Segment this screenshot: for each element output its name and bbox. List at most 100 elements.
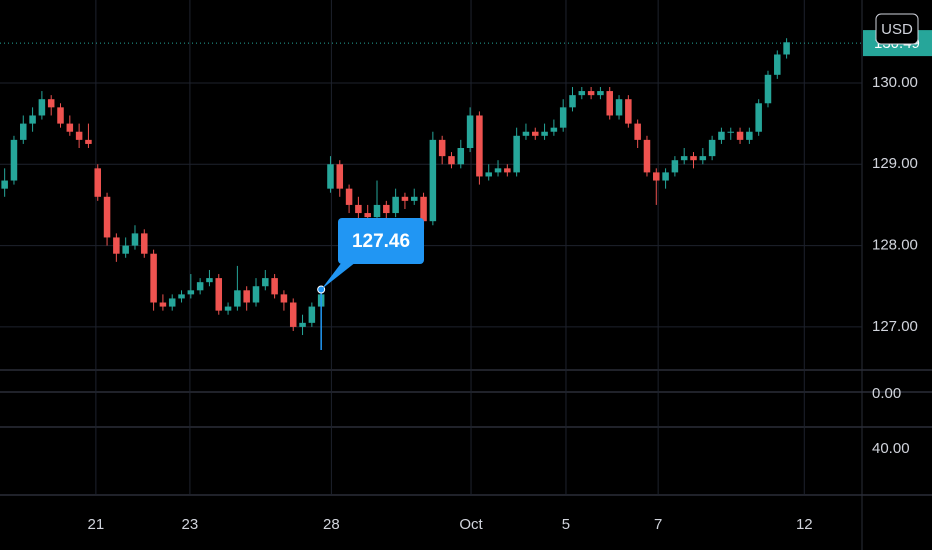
candles bbox=[1, 38, 790, 348]
y-tick-label: 127.00 bbox=[872, 318, 918, 335]
candle-body bbox=[457, 148, 465, 165]
candle-body bbox=[615, 99, 623, 116]
candle-body bbox=[168, 298, 176, 307]
candle-body bbox=[587, 91, 595, 96]
candle-body bbox=[113, 237, 120, 254]
candle-body bbox=[178, 294, 185, 299]
candle-body bbox=[476, 115, 483, 177]
candle-body bbox=[625, 99, 632, 124]
candle-body bbox=[736, 131, 744, 140]
candle-body bbox=[234, 290, 241, 307]
candle-body bbox=[550, 127, 558, 132]
pane-tick-label: 0.00 bbox=[872, 385, 901, 402]
y-tick-label: 130.00 bbox=[872, 74, 918, 91]
candle-body bbox=[699, 156, 707, 161]
candle-body bbox=[746, 131, 753, 140]
candle-body bbox=[206, 278, 213, 283]
candle-body bbox=[448, 156, 455, 165]
candle-body bbox=[420, 196, 427, 222]
x-tick-label: Oct bbox=[459, 516, 483, 533]
x-tick-label: 12 bbox=[796, 516, 813, 533]
candle-body bbox=[150, 253, 157, 303]
candle-body bbox=[243, 290, 250, 303]
candle-body bbox=[578, 91, 586, 96]
candle-body bbox=[336, 164, 344, 189]
candle-body bbox=[392, 196, 399, 214]
candle-body bbox=[262, 278, 269, 287]
y-tick-label: 128.00 bbox=[872, 237, 918, 254]
candle-body bbox=[252, 286, 260, 303]
candle-body bbox=[774, 54, 781, 75]
candle-body bbox=[532, 131, 539, 136]
x-tick-label: 7 bbox=[654, 516, 662, 533]
candle-body bbox=[373, 204, 381, 218]
candle-body bbox=[345, 188, 353, 205]
currency-label: USD bbox=[881, 21, 913, 38]
candle-body bbox=[280, 294, 288, 303]
y-tick-label: 129.00 bbox=[872, 155, 918, 172]
candle-body bbox=[410, 196, 418, 201]
x-tick-label: 21 bbox=[88, 516, 105, 533]
x-tick-label: 23 bbox=[182, 516, 199, 533]
candle-body bbox=[1, 180, 8, 189]
x-tick-label: 5 bbox=[562, 516, 570, 533]
candle-body bbox=[141, 233, 148, 254]
candle-body bbox=[522, 131, 530, 136]
candle-body bbox=[569, 95, 576, 108]
candle-body bbox=[122, 245, 129, 254]
candle-body bbox=[38, 99, 46, 116]
candle-body bbox=[653, 172, 660, 181]
candle-body bbox=[327, 164, 334, 189]
candle-body bbox=[299, 322, 306, 327]
candle-body bbox=[364, 213, 371, 218]
candle-body bbox=[401, 196, 409, 201]
candle-body bbox=[355, 204, 362, 214]
currency-button[interactable] bbox=[875, 13, 919, 45]
tooltip-label: 127.46 bbox=[352, 231, 410, 252]
candle-body bbox=[718, 131, 725, 140]
candle-body bbox=[708, 139, 716, 157]
candle-body bbox=[634, 123, 641, 140]
candle-body bbox=[438, 139, 446, 157]
candle-body bbox=[215, 278, 223, 311]
candle-body bbox=[643, 139, 651, 173]
pane-tick-label: 40.00 bbox=[872, 440, 910, 457]
candle-body bbox=[10, 139, 18, 181]
overlay: 130.49USD127.46 bbox=[0, 13, 932, 350]
candle-body bbox=[606, 91, 613, 116]
candle-body bbox=[75, 131, 83, 140]
candle-body bbox=[29, 115, 36, 124]
candle-body bbox=[783, 42, 790, 55]
candle-body bbox=[504, 168, 511, 173]
candle-body bbox=[308, 306, 316, 323]
candle-body bbox=[680, 156, 688, 161]
candle-body bbox=[559, 107, 567, 128]
candle-body bbox=[513, 135, 520, 173]
candle-body bbox=[131, 233, 139, 246]
candle-body bbox=[224, 306, 232, 311]
candle-body bbox=[47, 99, 55, 108]
candle-body bbox=[485, 172, 492, 177]
candle-body bbox=[727, 131, 735, 133]
candle-body bbox=[159, 302, 167, 307]
candle-body bbox=[57, 107, 64, 124]
candle-body bbox=[94, 168, 102, 197]
candle-body bbox=[20, 123, 27, 140]
candle-body bbox=[466, 115, 474, 148]
candle-body bbox=[103, 196, 111, 238]
candle-body bbox=[494, 168, 502, 173]
candle-body bbox=[690, 156, 697, 161]
candle-body bbox=[289, 302, 297, 327]
candle-body bbox=[383, 204, 390, 214]
candle-body bbox=[271, 278, 278, 295]
tooltip-pointer bbox=[321, 262, 356, 290]
candle-body bbox=[541, 131, 548, 136]
candle-body bbox=[66, 123, 74, 132]
candle-body bbox=[671, 160, 679, 173]
candle-body bbox=[187, 290, 195, 295]
x-tick-label: 28 bbox=[323, 516, 340, 533]
candle-body bbox=[597, 91, 604, 96]
tooltip-background bbox=[338, 218, 424, 264]
candle-body bbox=[764, 74, 772, 104]
